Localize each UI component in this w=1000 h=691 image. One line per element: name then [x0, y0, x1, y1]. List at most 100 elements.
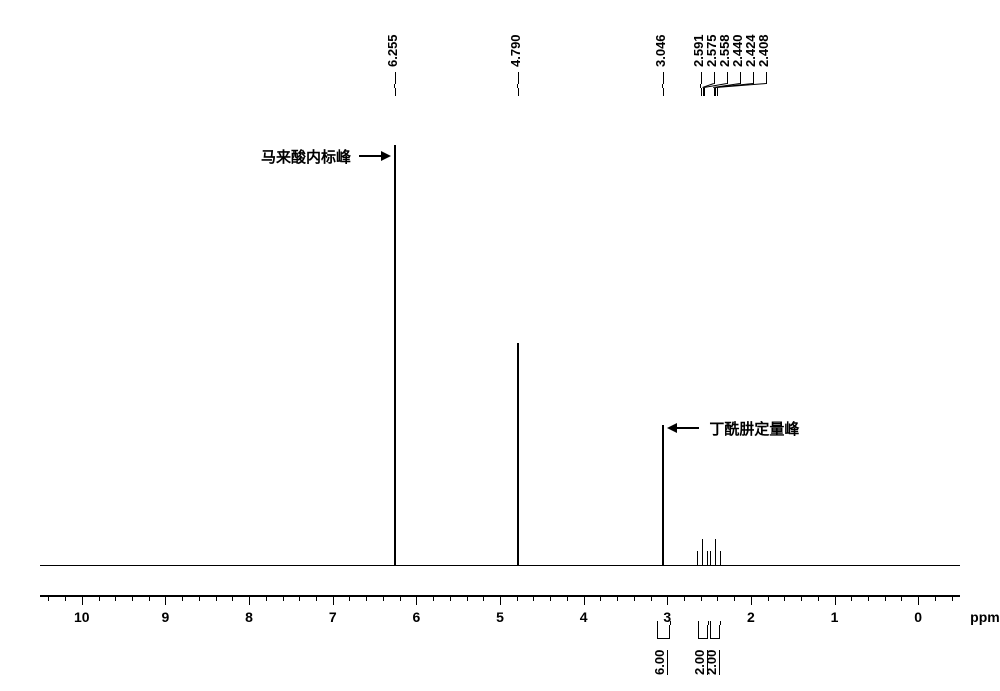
x-tick-major	[82, 595, 83, 605]
x-tick-minor	[266, 595, 267, 601]
multiplet-peak	[710, 551, 711, 565]
x-tick-minor	[199, 595, 200, 601]
x-axis-label: ppm	[970, 609, 1000, 625]
peak-annotation: 丁酰肼定量峰	[709, 418, 799, 439]
x-tick-label: 5	[496, 609, 504, 625]
x-tick-minor	[734, 595, 735, 601]
x-tick-minor	[48, 595, 49, 601]
x-tick-minor	[617, 595, 618, 601]
peak-label-connector	[727, 72, 728, 84]
x-tick-minor	[784, 595, 785, 601]
x-tick-label: 6	[412, 609, 420, 625]
x-tick-minor	[115, 595, 116, 601]
peak	[517, 343, 519, 565]
x-tick-label: 2	[747, 609, 755, 625]
x-tick-label: 10	[74, 609, 90, 625]
peak-label-connector	[663, 88, 664, 96]
peak-label-connector	[518, 88, 519, 96]
x-tick-minor	[366, 595, 367, 601]
x-tick-minor	[483, 595, 484, 601]
multiplet-peak	[720, 551, 721, 565]
x-tick-minor	[349, 595, 350, 601]
x-tick-major	[333, 595, 334, 605]
x-tick-minor	[149, 595, 150, 601]
multiplet-peak	[697, 551, 698, 565]
x-tick-minor	[99, 595, 100, 601]
x-tick-minor	[952, 595, 953, 601]
x-tick-major	[416, 595, 417, 605]
x-tick-minor	[801, 595, 802, 601]
peak-annotation: 马来酸内标峰	[261, 146, 351, 167]
peak-label-connector	[717, 88, 718, 96]
integral-tick	[670, 621, 671, 625]
integral-bracket	[710, 625, 720, 639]
x-tick-minor	[768, 595, 769, 601]
integral-tick	[698, 621, 699, 625]
peak-value-label: 6.255	[385, 34, 400, 67]
x-tick-major	[751, 595, 752, 605]
x-tick-minor	[701, 595, 702, 601]
peak-label-connector	[766, 72, 767, 84]
x-tick-minor	[634, 595, 635, 601]
peak-label-connector	[395, 88, 396, 96]
x-tick-minor	[450, 595, 451, 601]
peak-value-label: 2.408	[756, 34, 771, 67]
x-tick-minor	[232, 595, 233, 601]
nmr-spectrum-chart: 6.2554.7903.0462.5912.5752.5582.4402.424…	[0, 0, 1000, 691]
x-tick-minor	[717, 595, 718, 601]
x-tick-label: 1	[831, 609, 839, 625]
integral-bracket	[698, 625, 708, 639]
x-tick-minor	[651, 595, 652, 601]
integral-value-label: 6.00	[652, 650, 668, 675]
x-tick-label: 8	[245, 609, 253, 625]
x-tick-major	[835, 595, 836, 605]
x-tick-minor	[868, 595, 869, 601]
x-tick-major	[500, 595, 501, 605]
x-tick-major	[249, 595, 250, 605]
integral-value-label: 2.00	[704, 650, 720, 675]
x-tick-minor	[550, 595, 551, 601]
x-tick-minor	[316, 595, 317, 601]
peak-value-label: 4.790	[508, 34, 523, 67]
multiplet-peak	[715, 539, 716, 565]
peak	[394, 145, 396, 565]
peak-label-connector	[518, 72, 519, 84]
multiplet-peak	[702, 539, 703, 565]
x-tick-minor	[517, 595, 518, 601]
x-tick-minor	[216, 595, 217, 601]
x-tick-minor	[383, 595, 384, 601]
peak-label-connector	[701, 72, 702, 84]
peak-value-label: 3.046	[653, 34, 668, 67]
arrow-head	[381, 151, 391, 161]
x-tick-label: 7	[329, 609, 337, 625]
x-tick-minor	[283, 595, 284, 601]
x-tick-label: 0	[914, 609, 922, 625]
x-tick-minor	[567, 595, 568, 601]
integral-tick	[720, 621, 721, 625]
x-tick-label: 9	[162, 609, 170, 625]
peak-label-connector	[753, 72, 754, 84]
x-tick-minor	[851, 595, 852, 601]
peak-label-connector	[704, 88, 705, 96]
x-tick-minor	[400, 595, 401, 601]
x-tick-label: 4	[580, 609, 588, 625]
x-tick-minor	[299, 595, 300, 601]
x-tick-minor	[600, 595, 601, 601]
x-tick-major	[918, 595, 919, 605]
x-tick-minor	[901, 595, 902, 601]
x-tick-major	[165, 595, 166, 605]
peak-label-connector	[740, 72, 741, 84]
x-tick-minor	[885, 595, 886, 601]
x-tick-minor	[818, 595, 819, 601]
x-tick-minor	[65, 595, 66, 601]
x-tick-minor	[684, 595, 685, 601]
peak-label-connector	[395, 72, 396, 84]
x-tick-major	[584, 595, 585, 605]
arrow-head	[667, 423, 677, 433]
x-tick-minor	[132, 595, 133, 601]
peak-label-connector	[714, 72, 715, 84]
peak-label-connector	[663, 72, 664, 84]
integral-tick	[708, 621, 709, 625]
peak	[662, 425, 664, 565]
x-tick-minor	[182, 595, 183, 601]
